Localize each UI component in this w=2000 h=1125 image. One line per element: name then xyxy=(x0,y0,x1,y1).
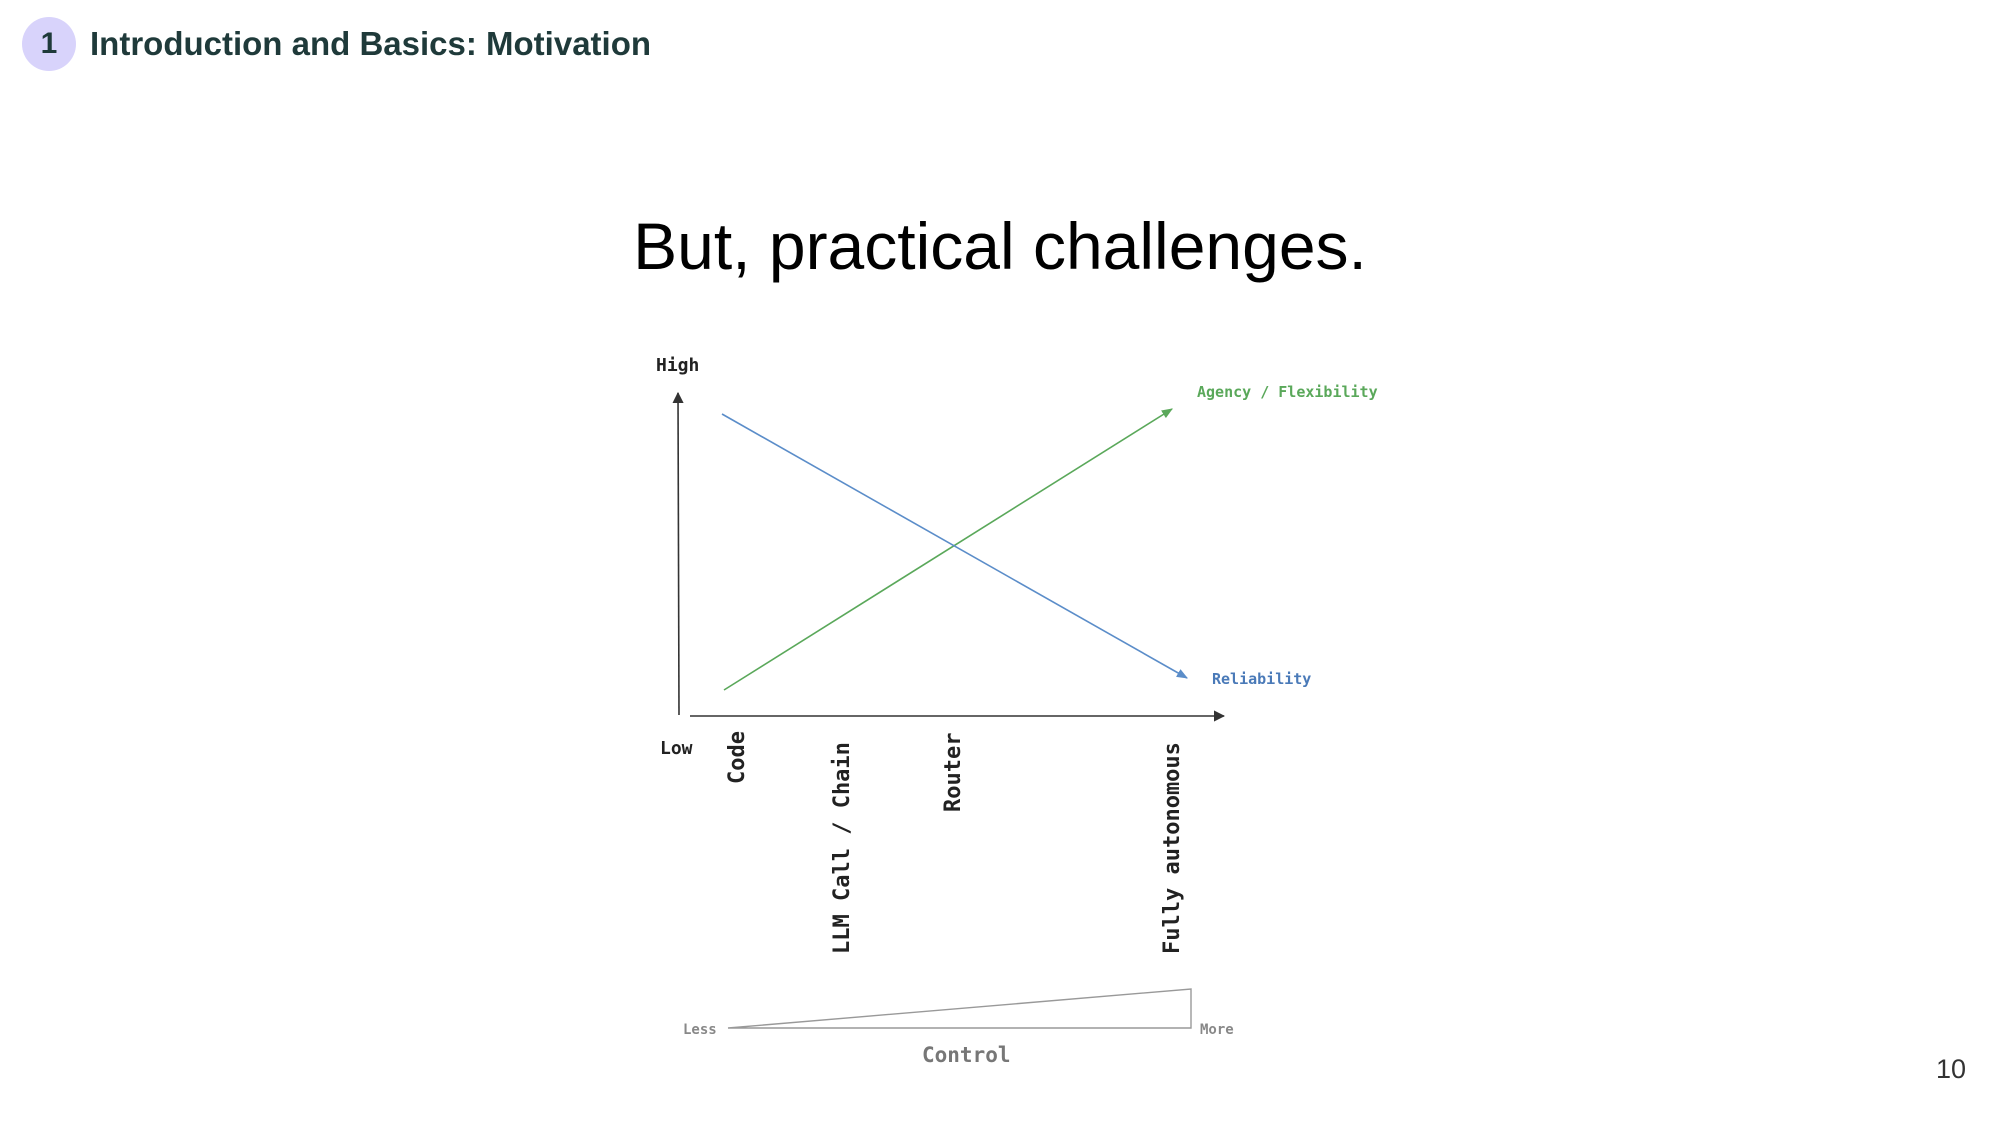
control-axis-label: Control xyxy=(922,1043,1011,1067)
control-wedge xyxy=(727,988,1192,1029)
agency-flexibility-label: Agency / Flexibility xyxy=(1197,383,1378,401)
category-label-router: Router xyxy=(941,733,966,812)
reliability-line xyxy=(721,413,1188,679)
agency-flexibility-line xyxy=(723,408,1173,691)
section-header: 1 Introduction and Basics: Motivation xyxy=(22,17,651,71)
control-less-label: Less xyxy=(683,1022,717,1038)
category-label-llm-call-chain: LLM Call / Chain xyxy=(830,742,855,954)
slide-title: But, practical challenges. xyxy=(633,209,1367,283)
section-title: Introduction and Basics: Motivation xyxy=(90,25,652,62)
y-axis xyxy=(672,391,684,716)
category-label-fully-autonomous: Fully autonomous xyxy=(1160,742,1185,954)
reliability-label: Reliability xyxy=(1212,670,1311,688)
section-number-badge: 1 xyxy=(22,17,76,71)
y-axis-high-label: High xyxy=(656,355,699,376)
category-label-code: Code xyxy=(725,731,750,784)
page-number: 10 xyxy=(1935,1054,1966,1084)
y-axis-low-label: Low xyxy=(660,738,693,759)
control-more-label: More xyxy=(1200,1022,1234,1038)
